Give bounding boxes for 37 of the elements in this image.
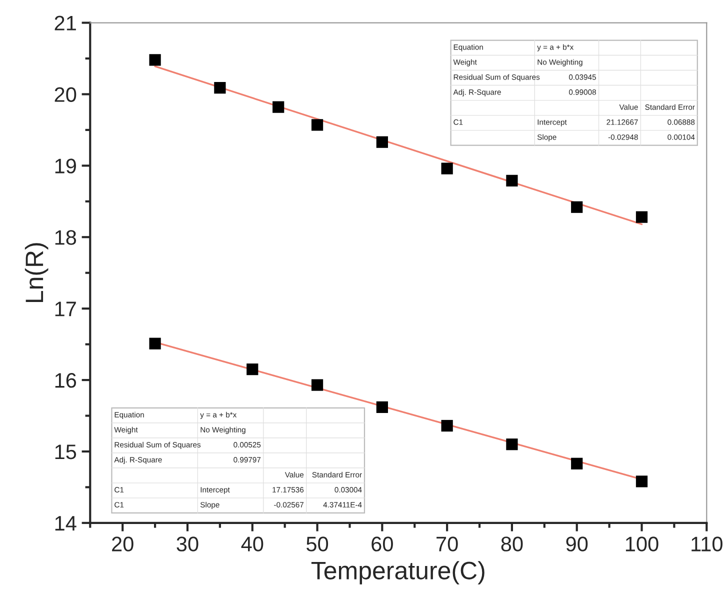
x-tick-label: 60: [372, 536, 393, 552]
x-tick-label: 40: [241, 536, 264, 552]
y-tick-label: 14: [55, 516, 76, 530]
point: [214, 82, 226, 94]
point: [149, 338, 161, 350]
y-tick-label: 16: [55, 373, 76, 388]
y-tick-label: 20: [54, 87, 76, 102]
point: [246, 363, 258, 376]
y-tick-label: 21: [54, 16, 76, 30]
x-tick-label: 20: [112, 536, 134, 552]
y-axis-title: Ln(R): [24, 243, 48, 302]
y-tick-label: 19: [55, 158, 76, 174]
y-tick-label: 18: [55, 230, 76, 245]
x-tick-label: 30: [176, 536, 198, 552]
point: [311, 119, 324, 131]
point: [571, 458, 583, 470]
x-axis-title: Temperature(C): [311, 561, 484, 584]
point: [506, 438, 518, 450]
x-tick-label: 70: [436, 536, 458, 552]
point: [441, 162, 453, 174]
y-tick-label: 17: [55, 302, 76, 316]
x-tick-label: 100: [626, 536, 658, 552]
x-tick-label: 80: [501, 536, 523, 552]
point: [571, 201, 583, 213]
point: [149, 54, 161, 66]
point: [441, 420, 453, 432]
point: [636, 211, 648, 223]
point: [272, 101, 284, 113]
point: [376, 401, 388, 413]
point: [636, 476, 648, 488]
y-tick-label: 15: [55, 444, 76, 460]
point: [311, 379, 324, 391]
point: [506, 174, 518, 186]
x-tick-label: 90: [566, 536, 588, 552]
point: [376, 136, 388, 148]
x-tick-label: 50: [306, 536, 328, 552]
x-tick-label: 110: [692, 536, 722, 552]
